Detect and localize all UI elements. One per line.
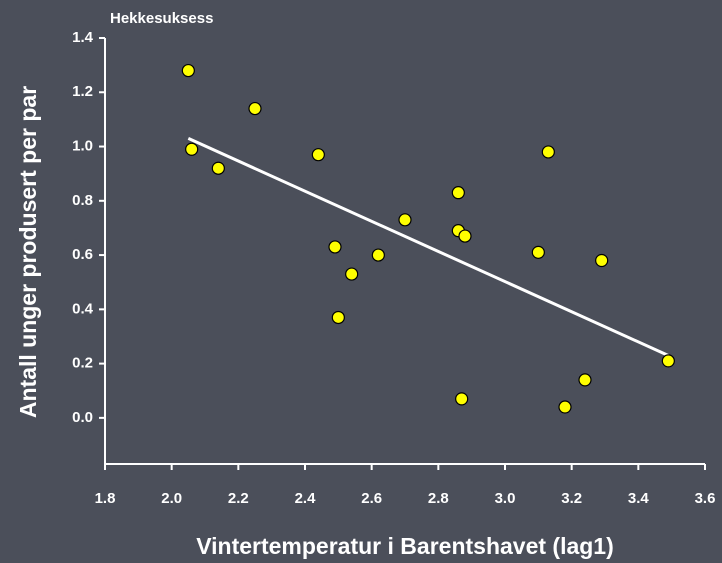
point bbox=[558, 400, 572, 414]
x-tick-label: 2.0 bbox=[161, 490, 182, 507]
x-tick-label: 3.0 bbox=[495, 490, 516, 507]
y-tick-label: 0.6 bbox=[72, 246, 93, 263]
point bbox=[398, 213, 412, 227]
point bbox=[248, 101, 262, 116]
x-tick-label: 1.8 bbox=[95, 490, 116, 507]
x-axis-label: Vintertemperatur i Barentshavet (lag1) bbox=[196, 533, 614, 559]
y-tick-label: 0.8 bbox=[72, 192, 93, 209]
y-tick-label: 0.2 bbox=[72, 355, 93, 372]
point bbox=[371, 248, 385, 262]
point bbox=[541, 145, 555, 159]
y-axis-label: Antall unger produsert per par bbox=[15, 86, 41, 418]
y-tick-label: 1.2 bbox=[72, 83, 93, 100]
point bbox=[595, 253, 609, 268]
point bbox=[345, 267, 359, 281]
x-tick-label: 3.6 bbox=[695, 490, 716, 507]
point bbox=[661, 354, 675, 368]
point bbox=[531, 245, 545, 259]
x-tick-label: 2.4 bbox=[295, 490, 317, 507]
x-tick-label: 2.2 bbox=[228, 490, 249, 507]
y-tick-label: 1.4 bbox=[72, 29, 94, 46]
y-tick-label: 0.0 bbox=[72, 409, 93, 426]
x-tick-label: 2.6 bbox=[361, 490, 382, 507]
chart-title: Hekkesuksess bbox=[110, 10, 213, 27]
point bbox=[578, 373, 592, 387]
point bbox=[311, 148, 325, 162]
trend-line bbox=[187, 137, 669, 357]
point bbox=[328, 240, 342, 254]
y-tick-label: 1.0 bbox=[72, 138, 93, 155]
x-tick-label: 3.2 bbox=[561, 490, 582, 507]
point bbox=[185, 142, 199, 156]
point bbox=[331, 310, 345, 325]
point bbox=[181, 63, 195, 78]
point bbox=[211, 161, 225, 175]
point bbox=[451, 186, 465, 200]
y-tick-label: 0.4 bbox=[72, 300, 94, 317]
point bbox=[455, 392, 469, 406]
point bbox=[458, 229, 472, 243]
x-tick-label: 3.4 bbox=[628, 490, 650, 507]
x-tick-label: 2.8 bbox=[428, 490, 449, 507]
